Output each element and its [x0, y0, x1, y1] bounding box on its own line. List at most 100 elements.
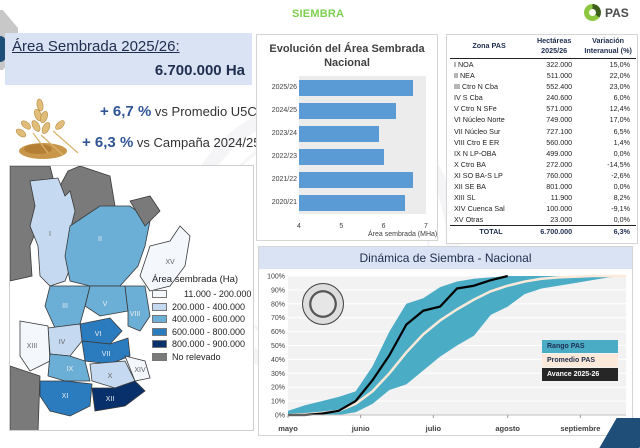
y-tick-label: 50%: [271, 343, 285, 350]
x-tick-label: julio: [425, 424, 442, 433]
map-zone-XI: [39, 380, 93, 417]
col-header-zone: Zona PAS: [450, 36, 529, 59]
wheat-icon: [15, 98, 79, 159]
bar-2021-22: [299, 171, 414, 188]
zone-variation: 0,0%: [613, 148, 630, 158]
sowing-dynamics-title: Dinámica de Siembra - Nacional: [259, 247, 632, 269]
zone-hectares: 511.000: [546, 71, 573, 81]
map-zone-II: [64, 205, 151, 287]
legend-label: 200.000 - 400.000: [172, 301, 246, 312]
map-legend-title: Área sembrada (Ha): [152, 274, 239, 285]
zone-name: XII SE BA: [454, 181, 486, 191]
zone-hectares: 749.000: [546, 115, 573, 125]
map-label-zone: VIII: [130, 311, 141, 318]
bar-2022-23: [299, 148, 384, 165]
x-tick-label: junio: [351, 424, 370, 433]
map-label-zone: XIV: [134, 367, 146, 374]
zone-variation: 8,2%: [613, 193, 630, 203]
table-row: XIV Cuenca Sal 100.000 -9,1%: [450, 203, 636, 214]
total-label: TOTAL: [450, 225, 529, 238]
zone-hectares: 560.000: [546, 137, 573, 147]
map-label-zone: X: [108, 373, 113, 380]
zone-hectares: 100.000: [546, 204, 573, 214]
total-variation: 6,3%: [580, 225, 636, 238]
bar-x-tick: 7: [424, 223, 428, 230]
col-header-hectares: Hectáreas 2025/26: [528, 36, 581, 59]
zone-variation: 12,4%: [609, 104, 630, 114]
table-row: III Ctro N Cba 552.400 23,0%: [450, 81, 636, 92]
y-tick-label: 90%: [271, 287, 285, 294]
bar-x-tick: 6: [381, 223, 386, 230]
zone-name: II NEA: [454, 71, 475, 81]
zone-name: V Ctro N SFe: [454, 104, 497, 114]
bar-2025-26: [299, 79, 414, 96]
map-zone-XIII: [19, 320, 51, 372]
legend-swatch: [152, 352, 167, 361]
zone-name: I NOA: [454, 60, 474, 69]
legend-item-promedio-pas: Promedio PAS: [542, 354, 618, 367]
area-summary-box: [5, 33, 252, 85]
x-tick-label: mayo: [278, 424, 298, 433]
table-row: VII Núcleo Sur 727.100 6,5%: [450, 125, 636, 136]
zone-hectares: 272.000: [546, 159, 573, 169]
zone-hectares: 801.000: [546, 181, 573, 191]
map-region-not-surveyed-ne: [129, 195, 161, 227]
zone-variation: 6,0%: [613, 93, 630, 103]
zone-variation: 1,4%: [613, 137, 630, 147]
zone-variation: 17,0%: [609, 115, 630, 125]
variation-vs-average-text: vs Promedio U5C: [154, 104, 257, 119]
legend-label: 600.000 - 800.000: [172, 326, 246, 337]
map-zone-XII: [91, 380, 146, 412]
zone-variation: 6,5%: [613, 126, 630, 136]
table-row: XV Otras 23.000 0,0%: [450, 214, 636, 226]
col-header-variation: Variación Interanual (%): [580, 36, 636, 59]
area-evolution-title: Evolución del Área Sembrada Nacional: [269, 43, 425, 69]
legend-swatch: [152, 327, 167, 336]
table-row: V Ctro N SFe 571.000 12,4%: [450, 103, 636, 114]
bar-2024-25: [299, 102, 397, 119]
pas-logo-text: PAS: [605, 5, 629, 20]
bar-category-label: 2022/23: [271, 152, 297, 160]
map-label-zone: IX: [67, 366, 74, 373]
y-tick-label: 100%: [267, 274, 285, 281]
map-label-zone: VII: [102, 351, 111, 358]
zones-table: Zona PAS Hectáreas 2025/26 Variación Int…: [450, 36, 636, 238]
y-tick-label: 30%: [271, 371, 285, 378]
map-zone-XV: [139, 225, 191, 292]
zone-variation: 22,0%: [609, 71, 630, 81]
y-tick-label: 70%: [271, 315, 285, 322]
legend-swatch: [152, 340, 167, 349]
bar-2023-24: [299, 125, 380, 142]
map-label-zone: I: [49, 231, 51, 238]
pas-logo-icon: [584, 4, 601, 21]
zone-variation: -9,1%: [611, 204, 630, 214]
zone-name: XV Otras: [454, 215, 484, 225]
variation-vs-previous-pct: + 6,3 %: [82, 134, 134, 151]
table-row: XII SE BA 801.000 0,0%: [450, 181, 636, 192]
table-row: I NOA 322.000 15,0%: [450, 59, 636, 71]
zone-name: XI SO BA-S LP: [454, 170, 503, 180]
zone-name: VIII Ctro E ER: [454, 137, 500, 147]
variation-vs-previous: + 6,3 % vs Campaña 2024/25: [82, 134, 261, 151]
map-zone-VIII: [124, 285, 151, 332]
y-tick-label: 0%: [275, 413, 285, 420]
x-tick-label: septiembre: [560, 424, 600, 433]
bar-category-label: 2023/24: [271, 129, 297, 137]
zone-hectares: 240.600: [546, 93, 573, 103]
legend-label: 800.000 - 900.000: [172, 339, 246, 350]
x-tick-label: agosto: [495, 424, 520, 433]
table-row: XI SO BA-S LP 760.000 -2,6%: [450, 170, 636, 181]
legend-item: 200.000 - 400.000: [152, 301, 251, 314]
legend-label: 400.000 - 600.000: [172, 314, 246, 325]
zones-map: I II III IV V VI VII VIII IX X XI XII XI…: [9, 165, 254, 431]
y-tick-label: 60%: [271, 329, 285, 336]
legend-item-rango-pas: Rango PAS: [542, 340, 618, 353]
pas-logo: PAS: [584, 4, 629, 21]
map-label-zone: XV: [165, 259, 175, 266]
zones-map-svg: I II III IV V VI VII VIII IX X XI XII XI…: [10, 166, 191, 430]
zones-table-frame: [446, 34, 638, 244]
legend-item: 600.000 - 800.000: [152, 326, 251, 339]
table-row: IX N LP-OBA 499.000 0,0%: [450, 148, 636, 159]
zone-name: XIII SL: [454, 193, 476, 203]
table-row: VI Núcleo Norte 749.000 17,0%: [450, 114, 636, 125]
